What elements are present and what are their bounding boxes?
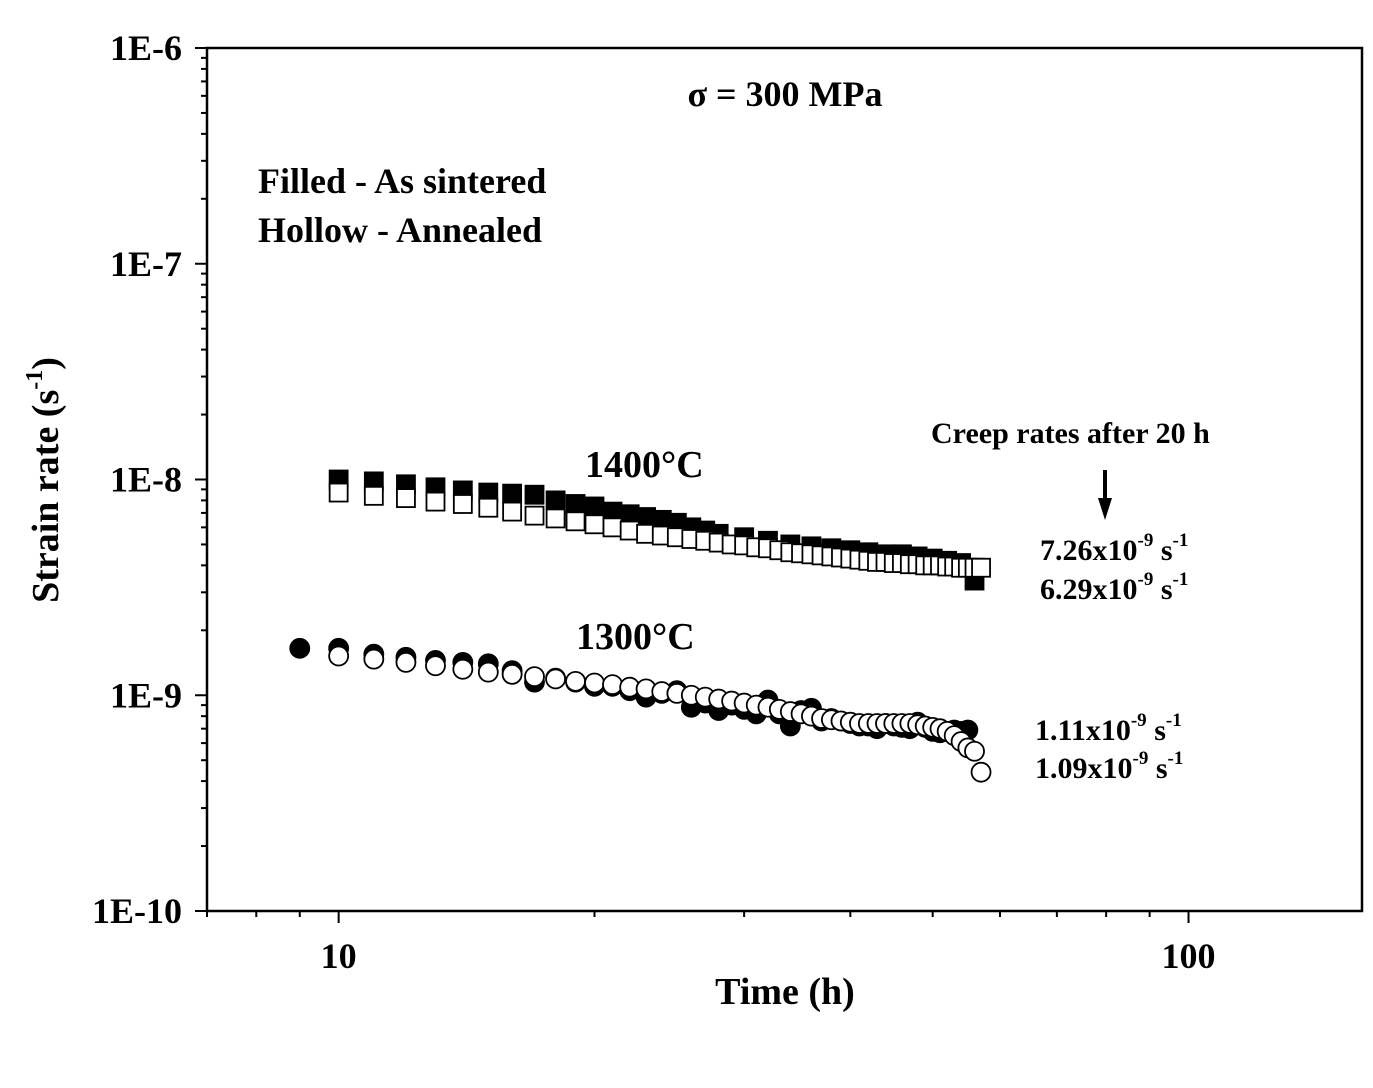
- data-point: [565, 670, 586, 692]
- x-tick-label: 10: [321, 936, 357, 976]
- arrow-down-icon: [1098, 470, 1112, 520]
- y-tick-label: 1E-7: [110, 244, 182, 284]
- data-point: [452, 658, 474, 680]
- rate-label-4: 1.09x10-9 s-1: [1035, 748, 1183, 785]
- data-point: [289, 637, 311, 659]
- y-axis-label: Strain rate (s-1): [22, 357, 67, 603]
- data-point: [584, 672, 605, 694]
- data-point: [619, 504, 640, 525]
- data-point: [501, 663, 523, 685]
- creep-rates-title: Creep rates after 20 h: [931, 417, 1210, 450]
- data-point: [584, 496, 605, 517]
- label-1300c: 1300°C: [576, 616, 695, 658]
- data-point: [363, 648, 385, 670]
- data-point: [565, 511, 586, 532]
- data-point: [363, 485, 384, 506]
- data-point: [328, 482, 349, 503]
- data-point: [425, 491, 446, 512]
- data-point: [619, 520, 640, 541]
- data-point: [964, 740, 985, 762]
- rate-label-3: 1.11x10-9 s-1: [1035, 710, 1182, 747]
- data-point: [545, 668, 566, 690]
- y-tick-label: 1E-6: [110, 28, 182, 68]
- x-tick-label: 100: [1162, 936, 1216, 976]
- label-1400c: 1400°C: [585, 444, 704, 486]
- legend-filled-text: Filled - As sintered: [258, 161, 546, 201]
- series-square-hollow: [328, 482, 991, 578]
- plot-frame: [205, 46, 1364, 913]
- data-point: [565, 494, 586, 514]
- data-series: [289, 469, 992, 783]
- rate-label-2: 6.29x10-9 s-1: [1040, 569, 1188, 606]
- y-tick-label: 1E-10: [92, 891, 182, 931]
- data-point: [477, 661, 499, 683]
- data-point: [524, 666, 545, 688]
- data-point: [602, 517, 623, 538]
- y-tick-label: 1E-8: [110, 460, 182, 500]
- data-point: [545, 508, 566, 529]
- data-point: [584, 514, 605, 535]
- rate-label-1: 7.26x10-9 s-1: [1040, 530, 1188, 567]
- data-point: [395, 651, 417, 673]
- data-point: [328, 645, 350, 667]
- y-tick-label: 1E-9: [110, 675, 182, 715]
- data-point: [971, 557, 991, 578]
- data-point: [452, 494, 473, 514]
- data-point: [502, 501, 523, 522]
- data-point: [502, 483, 523, 504]
- data-point: [602, 674, 623, 696]
- data-point: [478, 497, 499, 518]
- series-circle-hollow: [328, 645, 992, 783]
- axis-tick-labels: 1E-6 1E-7 1E-8 1E-9 1E-10 10 100: [92, 28, 1216, 976]
- data-point: [524, 484, 545, 505]
- data-point: [524, 505, 545, 526]
- data-point: [425, 655, 446, 677]
- data-point: [396, 488, 416, 508]
- stress-annotation: σ = 300 MPa: [687, 74, 882, 114]
- legend-hollow-text: Hollow - Annealed: [258, 210, 542, 250]
- x-axis-label: Time (h): [715, 971, 855, 1013]
- data-point: [545, 490, 566, 511]
- data-point: [970, 761, 992, 783]
